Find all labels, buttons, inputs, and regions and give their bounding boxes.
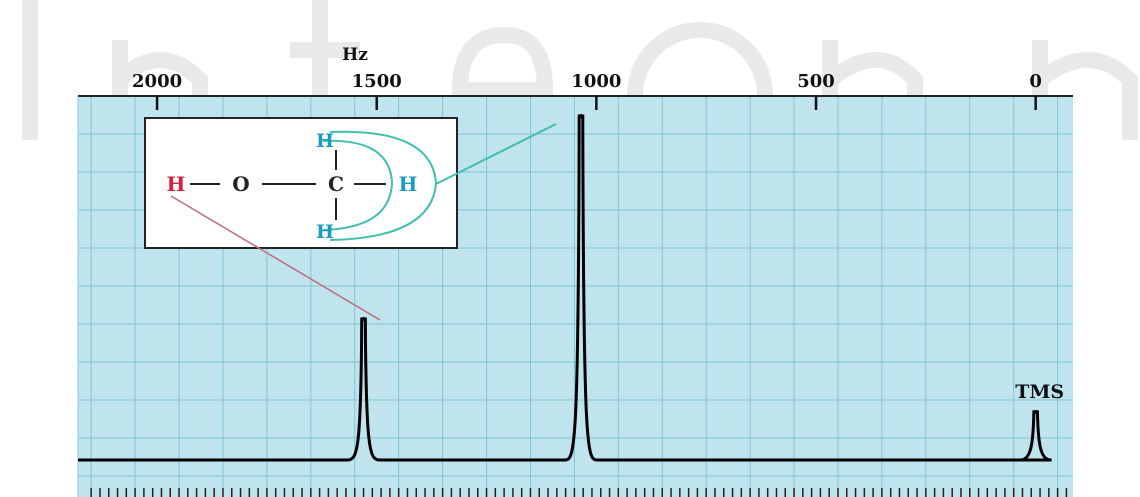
- methyl-bracket-inner: [322, 139, 394, 231]
- hydroxyl-peak-link: [170, 195, 381, 321]
- tms-annotation: TMS: [1015, 381, 1064, 403]
- molecule-diagram: H O C H H H: [144, 117, 557, 321]
- atom-carbon: C: [328, 172, 344, 196]
- peak-apex: [1033, 409, 1038, 414]
- atom-h-bottom: H: [316, 221, 334, 243]
- x-tick-label: 0: [1029, 71, 1042, 92]
- x-tick-label: 500: [797, 71, 835, 92]
- x-tick-label: 1500: [352, 71, 402, 92]
- atom-h-hydroxyl: H: [167, 172, 186, 196]
- atom-h-right: H: [399, 172, 418, 196]
- atom-h-top: H: [316, 130, 334, 152]
- peak-set: [361, 114, 1038, 414]
- x-tick-label: 2000: [132, 71, 182, 92]
- methyl-peak-link: [435, 123, 557, 185]
- atom-oxygen: O: [232, 172, 249, 196]
- bottom-minor-ticks: [90, 488, 1068, 497]
- peak-apex: [578, 114, 583, 118]
- x-axis-label: Hz: [342, 45, 368, 65]
- x-axis-ticks: 2000 1500 1000 500 0: [132, 71, 1042, 110]
- peak-apex: [361, 316, 366, 321]
- x-tick-label: 1000: [571, 71, 621, 92]
